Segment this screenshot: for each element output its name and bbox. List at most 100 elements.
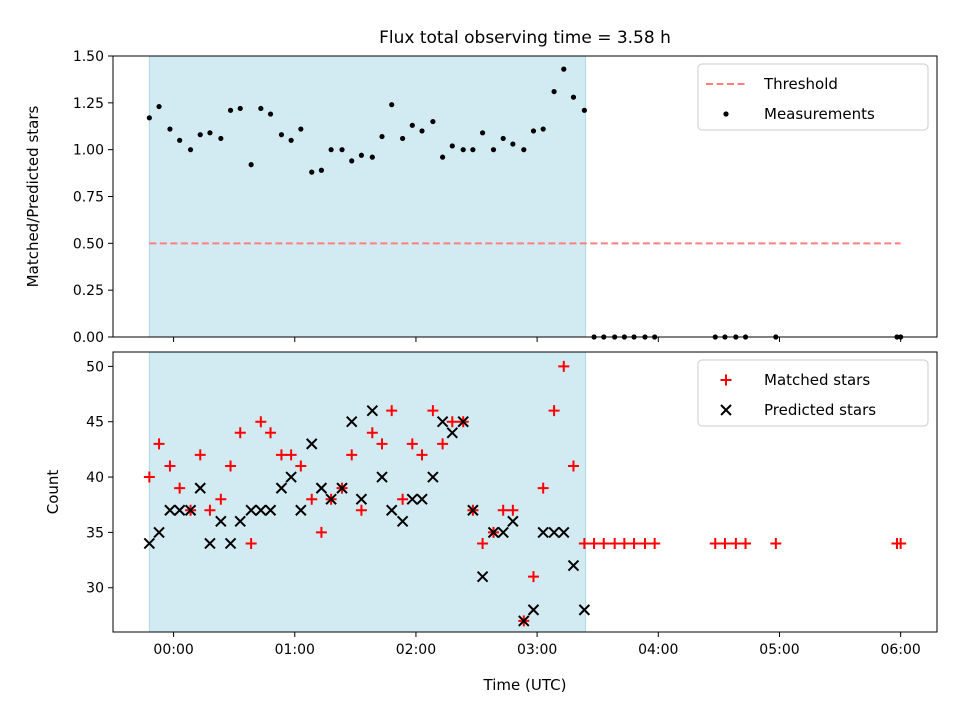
matched-stars-point (366, 427, 378, 439)
measurement-point (551, 88, 557, 95)
matched-stars-point (255, 416, 267, 428)
x-axis-label: Time (UTC) (483, 676, 567, 694)
measurement-point (339, 147, 345, 153)
predicted-stars-point (558, 526, 570, 539)
predicted-stars-point (275, 482, 288, 494)
predicted-stars-point (376, 471, 388, 483)
observing-window-span (148, 351, 587, 633)
predicted-stars-point (537, 526, 549, 539)
matched-stars-point (427, 405, 439, 417)
matched-stars-point (609, 537, 621, 549)
measurement-point (227, 107, 234, 113)
matched-stars-point (174, 482, 186, 494)
matched-stars-point (265, 427, 277, 439)
predicted-stars-point (224, 537, 237, 550)
measurement-point (470, 147, 476, 153)
x-tick-label: 05:00 (759, 642, 799, 658)
predicted-stars-point (548, 526, 560, 539)
matched-stars-point (649, 537, 661, 549)
measurement-point (309, 169, 315, 175)
predicted-stars-point (416, 493, 428, 505)
legend-handle-dot (723, 111, 729, 117)
matched-stars-point (567, 460, 579, 472)
predicted-stars-point (204, 537, 216, 550)
predicted-stars-point (497, 526, 509, 539)
legend-label: Threshold (763, 75, 838, 93)
predicted-stars-point (164, 504, 176, 516)
predicted-stars-point (578, 604, 591, 616)
y-tick-label: 30 (86, 581, 104, 597)
predicted-stars-point (315, 482, 328, 494)
measurement-point (349, 158, 355, 164)
matched-stars-point (225, 460, 237, 472)
matched-stars-point (598, 537, 610, 549)
matched-stars-point (578, 537, 590, 549)
measurement-point (328, 147, 334, 153)
y-tick-label: 35 (86, 525, 104, 541)
predicted-stars-point (184, 504, 197, 516)
measurement-point (156, 103, 162, 110)
measurement-point (379, 133, 385, 140)
measurement-point (389, 102, 395, 108)
predicted-stars-point (355, 493, 368, 505)
top-axes-frame (112, 55, 938, 338)
matched-stars-point (588, 537, 600, 549)
matched-stars-point (386, 405, 398, 417)
x-tick-label: 02:00 (396, 642, 436, 658)
x-tick-label: 04:00 (638, 642, 678, 658)
predicted-stars-point (173, 504, 186, 516)
legend-label: Matched stars (764, 371, 870, 389)
measurement-point (460, 147, 466, 153)
bottom-points-layer (143, 360, 907, 627)
matched-stars-point (437, 438, 449, 450)
y-tick-label: 1.25 (73, 96, 104, 112)
y-tick-label: 50 (86, 359, 104, 375)
matched-stars-point (507, 504, 519, 516)
bottom-axes-frame (112, 351, 938, 633)
measurement-point (278, 132, 285, 138)
matched-stars-point (194, 449, 206, 461)
measurement-point (561, 66, 567, 72)
top-legend: Threshold Measurements (697, 63, 929, 131)
predicted-stars-point (507, 515, 519, 528)
top-y-ticks: 0.00 0.25 0.50 0.75 1.00 1.25 1.50 (73, 49, 113, 346)
matched-stars-point (306, 493, 318, 505)
measurement-point (409, 122, 415, 128)
measurement-point (521, 147, 527, 153)
bottom-shaded-span (148, 351, 587, 633)
matched-stars-point (548, 405, 560, 417)
measurement-point (419, 128, 425, 134)
measurement-point (237, 105, 243, 112)
predicted-stars-point (527, 604, 540, 616)
x-tick-label: 06:00 (880, 642, 920, 658)
matched-stars-point (153, 438, 165, 450)
measurement-point (288, 137, 294, 143)
y-tick-label: 0.25 (73, 283, 104, 299)
matched-stars-point (618, 537, 630, 549)
matched-stars-point (446, 416, 458, 428)
top-x-ticks (173, 337, 902, 342)
measurement-point (581, 107, 587, 113)
matched-stars-point (164, 460, 176, 472)
measurement-point (358, 152, 365, 158)
predicted-stars-point (234, 515, 246, 528)
matched-stars-point (709, 537, 721, 549)
matched-stars-point (406, 438, 418, 450)
predicted-stars-point (143, 537, 156, 550)
measurement-point (530, 128, 537, 134)
predicted-stars-point (245, 504, 257, 516)
measurement-point (440, 154, 446, 160)
matched-stars-point (204, 504, 216, 516)
measurement-point (479, 130, 486, 136)
matched-stars-point (397, 493, 409, 505)
measurement-point (400, 135, 406, 142)
measurement-point (207, 130, 213, 136)
predicted-stars-point (567, 559, 580, 572)
top-y-axis-label: Matched/Predicted stars (24, 106, 42, 288)
predicted-stars-point (306, 438, 318, 450)
predicted-stars-point (346, 416, 358, 428)
matched-stars-point (285, 449, 297, 461)
predicted-stars-point (153, 526, 165, 539)
predicted-stars-point (285, 471, 297, 483)
matched-stars-point (245, 537, 257, 549)
